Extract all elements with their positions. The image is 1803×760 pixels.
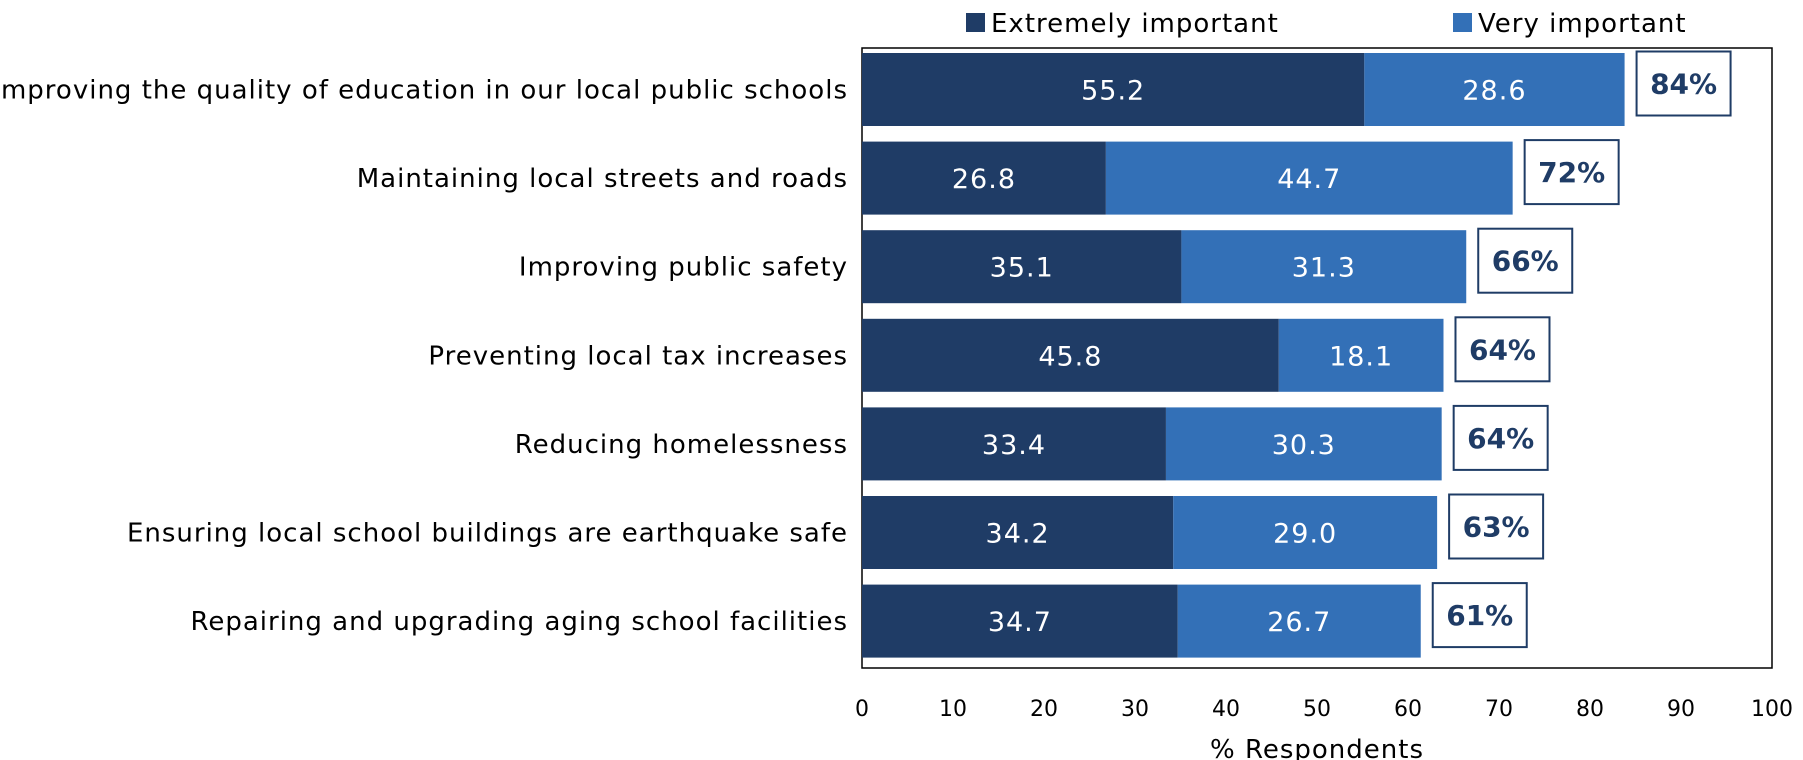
bar-row: Preventing local tax increases 45.8 18.1 64… <box>428 316 1551 392</box>
bar-extremely-important <box>862 584 1178 658</box>
x-axis: 0 10 20 30 40 50 60 70 80 90 100 <box>855 697 1793 722</box>
bar-very-important <box>1181 230 1467 304</box>
x-tick-label: 100 <box>1751 697 1793 722</box>
bar-row: Improving public safety 35.1 31.3 66% <box>519 227 1574 304</box>
total-callout-box <box>1448 493 1545 560</box>
legend-swatch <box>966 13 985 32</box>
x-tick-label: 20 <box>1030 697 1058 722</box>
bar-row: Reducing homelessness 33.4 30.3 64% <box>515 404 1549 481</box>
bar-row: Repairing and upgrading aging school fac… <box>190 582 1528 658</box>
category-label: Repairing and upgrading aging school fac… <box>190 607 848 637</box>
total-label: 72% <box>1538 156 1605 189</box>
total-label: 66% <box>1492 245 1559 278</box>
total-label: 63% <box>1463 511 1530 544</box>
bar-value-label: 30.3 <box>1272 430 1336 461</box>
bar-row: Maintaining local streets and roads 26.8 4… <box>357 139 1620 215</box>
x-axis-title: % Respondents <box>1210 735 1424 760</box>
x-tick-label: 40 <box>1212 697 1240 722</box>
bar-extremely-important <box>862 141 1106 215</box>
x-tick-label: 60 <box>1394 697 1422 722</box>
legend-swatch <box>1453 13 1472 32</box>
total-callout-box <box>1523 139 1620 206</box>
category-label: Maintaining local streets and roads <box>357 164 848 194</box>
bar-value-label: 31.3 <box>1292 253 1356 284</box>
x-tick-label: 30 <box>1121 697 1149 722</box>
bar-extremely-important <box>862 496 1174 569</box>
bar-very-important <box>1364 53 1625 126</box>
bar-very-important <box>1165 407 1442 481</box>
total-callout-box <box>1477 227 1574 294</box>
bar-value-label: 26.7 <box>1267 607 1331 638</box>
bar-row: Improving the quality of education in ou… <box>0 50 1732 126</box>
total-label: 64% <box>1469 333 1536 366</box>
bar-value-label: 28.6 <box>1462 76 1526 107</box>
bar-value-label: 26.8 <box>952 164 1016 195</box>
bar-value-label: 29.0 <box>1273 519 1337 550</box>
bar-extremely-important <box>862 407 1166 481</box>
bar-row: Ensuring local school buildings are eart… <box>127 493 1545 569</box>
bar-value-label: 34.2 <box>986 519 1050 550</box>
x-tick-label: 0 <box>855 697 869 722</box>
legend-label: Extremely important <box>991 9 1279 39</box>
bar-extremely-important <box>862 318 1279 392</box>
category-label: Ensuring local school buildings are eart… <box>127 519 848 549</box>
bar-value-label: 35.1 <box>990 253 1054 284</box>
x-tick-label: 70 <box>1485 697 1513 722</box>
legend: Extremely important Very important <box>966 9 1687 39</box>
bar-value-label: 45.8 <box>1038 341 1102 372</box>
total-callout-box <box>1431 582 1528 649</box>
category-label: Preventing local tax increases <box>428 341 848 371</box>
category-label: Reducing homelessness <box>515 430 848 460</box>
category-label: Improving the quality of education in ou… <box>0 76 848 106</box>
bar-value-label: 55.2 <box>1081 76 1145 107</box>
bar-very-important <box>1105 141 1513 215</box>
total-label: 64% <box>1467 422 1534 455</box>
bar-value-label: 33.4 <box>982 430 1046 461</box>
total-callout-box <box>1635 50 1732 117</box>
bar-very-important <box>1177 584 1421 658</box>
total-label: 84% <box>1650 68 1717 101</box>
bar-value-label: 34.7 <box>988 607 1052 638</box>
x-tick-label: 90 <box>1667 697 1695 722</box>
bar-very-important <box>1278 318 1444 392</box>
total-label: 61% <box>1446 599 1513 632</box>
bar-value-label: 18.1 <box>1329 341 1393 372</box>
total-callout-box <box>1454 316 1551 383</box>
x-tick-label: 10 <box>939 697 967 722</box>
bar-extremely-important <box>862 230 1182 304</box>
bars: Improving the quality of education in ou… <box>0 50 1732 658</box>
category-label: Improving public safety <box>519 253 848 283</box>
legend-label: Very important <box>1478 9 1687 39</box>
bar-extremely-important <box>862 53 1365 126</box>
x-tick-label: 50 <box>1303 697 1331 722</box>
bar-value-label: 44.7 <box>1277 164 1341 195</box>
bar-very-important <box>1173 496 1438 569</box>
x-tick-label: 80 <box>1576 697 1604 722</box>
total-callout-box <box>1452 404 1549 471</box>
